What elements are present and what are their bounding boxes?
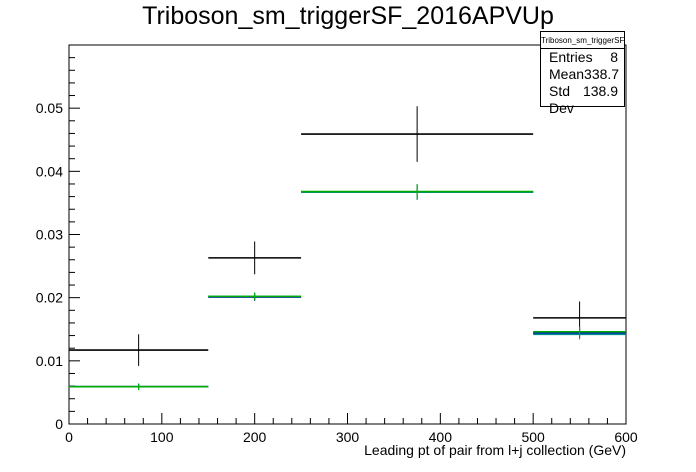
y-tick-label: 0.01: [36, 353, 63, 369]
x-tick-label: 400: [429, 429, 453, 445]
stats-entries-label: Entries: [549, 49, 593, 65]
stats-row-stddev: Std Dev 138.9: [541, 83, 624, 117]
stats-std-value: 138.9: [582, 83, 618, 99]
stats-box-title: Triboson_sm_triggerSF_2016APVUp: [541, 32, 624, 49]
stats-std-label: Std Dev: [549, 83, 574, 116]
x-axis-label: Leading pt of pair from l+j collection (…: [364, 442, 626, 458]
y-tick-label: 0.02: [36, 290, 63, 306]
stats-row-entries: Entries 8: [541, 49, 624, 66]
stats-mean-label: Mean: [549, 66, 585, 82]
x-tick-label: 500: [521, 429, 545, 445]
x-tick-label: 600: [614, 429, 638, 445]
chart-title: Triboson_sm_triggerSF_2016APVUp: [142, 2, 554, 30]
x-tick-label: 300: [336, 429, 360, 445]
stats-mean-value: 338.7: [584, 66, 620, 82]
y-tick-label: 0: [55, 416, 63, 432]
stats-row-mean: Mean 338.7: [541, 66, 624, 83]
stats-box: Triboson_sm_triggerSF_2016APVUp Entries …: [540, 31, 625, 116]
y-tick-label: 0.05: [36, 100, 63, 116]
y-tick-label: 0.03: [36, 227, 63, 243]
stats-entries-value: 8: [610, 49, 618, 65]
x-tick-label: 200: [243, 429, 267, 445]
y-tick-label: 0.04: [36, 163, 63, 179]
x-tick-label: 100: [150, 429, 174, 445]
x-tick-label: 0: [65, 429, 73, 445]
